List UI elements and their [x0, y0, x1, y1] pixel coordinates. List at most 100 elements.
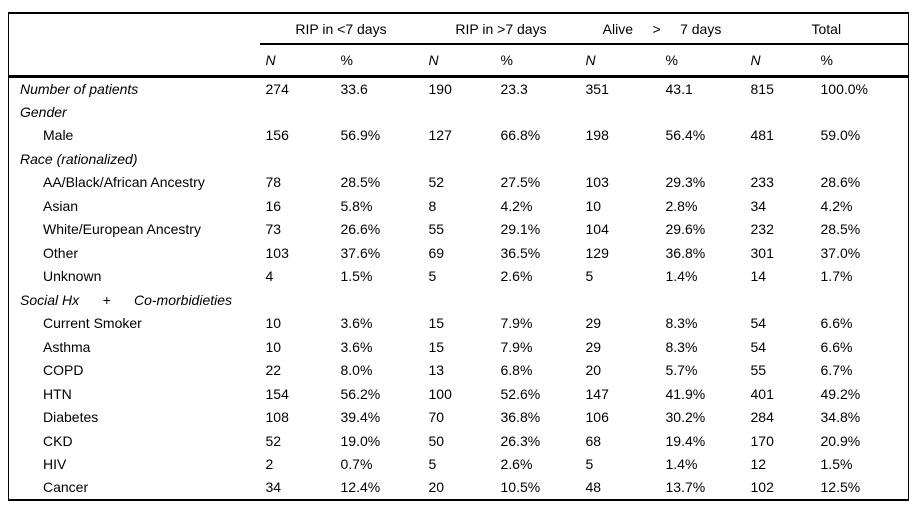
- percent-value-cell: [660, 147, 745, 171]
- table-row: Number of patients 274 33.6 190 23.3 351 43.1 8…: [9, 77, 909, 101]
- n-value-cell: 12: [750, 456, 767, 473]
- percent-value-cell: 29.6%: [665, 221, 706, 238]
- n-value-cell: 190: [428, 81, 452, 97]
- n-value-cell: 104: [585, 221, 609, 238]
- percent-value-cell: 56.4%: [665, 127, 706, 144]
- percent-value-cell: 36.8%: [500, 409, 541, 426]
- n-value-cell: 22: [265, 362, 282, 379]
- n-value-cell: 5: [428, 268, 437, 285]
- n-value-cell: 10: [585, 197, 602, 214]
- percent-value-cell: 8.3%: [665, 315, 698, 332]
- patient-characteristics-table: RIP in <7 days RIP in >7 days Alive > 7 da…: [8, 12, 910, 501]
- column-group-header: Total: [744, 13, 909, 45]
- percent-value-cell: 28.6%: [820, 174, 861, 191]
- percent-value-cell: 5.8%: [340, 197, 373, 214]
- row-label: Other: [43, 244, 79, 261]
- n-value-cell: 14: [750, 268, 767, 285]
- percent-value-cell: 4.2%: [820, 197, 853, 214]
- row-label: HIV: [43, 456, 67, 473]
- n-value-cell: 481: [750, 127, 774, 144]
- table-row: COPD 22 8.0% 13 6.8% 20 5.7% 55 6.7%: [9, 359, 909, 383]
- n-value-cell: 232: [750, 221, 774, 238]
- percent-value-cell: 1.5%: [340, 268, 373, 285]
- n-value-cell: [260, 147, 335, 171]
- table-row: Unknown 4 1.5% 5 2.6% 5 1.4% 14 1.7%: [9, 265, 909, 289]
- n-value-cell: 147: [585, 385, 609, 402]
- percent-value-cell: 6.7%: [820, 362, 853, 379]
- table-row: Asian 16 5.8% 8 4.2% 10 2.8% 34 4.2%: [9, 194, 909, 218]
- n-value-cell: 68: [585, 432, 602, 449]
- percent-value-cell: 39.4%: [340, 409, 381, 426]
- n-value-cell: 54: [750, 315, 767, 332]
- n-value-cell: 78: [265, 174, 282, 191]
- percent-value-cell: 49.2%: [820, 385, 861, 402]
- percent-value-cell: 12.4%: [340, 479, 381, 496]
- row-label: Current Smoker: [43, 315, 142, 332]
- n-value-cell: 103: [265, 244, 289, 261]
- percent-value-cell: 29.1%: [500, 221, 541, 238]
- percent-value-cell: 34.8%: [820, 409, 861, 426]
- n-value-cell: 15: [428, 338, 445, 355]
- n-value-cell: 2: [265, 456, 274, 473]
- n-value-cell: 52: [428, 174, 445, 191]
- n-value-cell: [423, 100, 495, 124]
- percent-value-cell: 19.0%: [340, 432, 381, 449]
- percent-value-cell: [495, 288, 580, 312]
- n-value-cell: 154: [265, 385, 289, 402]
- percent-value-cell: 43.1: [665, 81, 693, 97]
- percent-value-cell: 1.4%: [665, 456, 698, 473]
- percent-value-cell: 3.6%: [340, 315, 373, 332]
- n-value-cell: 129: [585, 244, 609, 261]
- n-value-cell: 127: [428, 127, 452, 144]
- n-value-cell: [423, 147, 495, 171]
- n-value-cell: [745, 100, 815, 124]
- sub-corner-cell: [8, 44, 260, 78]
- n-value-cell: 103: [585, 174, 609, 191]
- percent-value-cell: 5.7%: [665, 362, 698, 379]
- n-value-cell: 48: [585, 479, 602, 496]
- n-value-cell: 55: [750, 362, 767, 379]
- percent-column-header: %: [659, 44, 745, 78]
- n-value-cell: 16: [265, 197, 282, 214]
- percent-value-cell: 4.2%: [500, 197, 533, 214]
- percent-value-cell: 10.5%: [500, 479, 541, 496]
- percent-value-cell: 100.0%: [820, 81, 868, 97]
- n-value-cell: [580, 288, 660, 312]
- table-row: Asthma 10 3.6% 15 7.9% 29 8.3% 54 6.6%: [9, 335, 909, 359]
- percent-value-cell: [660, 288, 745, 312]
- percent-value-cell: 41.9%: [665, 385, 706, 402]
- column-group-header: Alive > 7 days: [579, 13, 745, 45]
- table-container: RIP in <7 days RIP in >7 days Alive > 7 da…: [8, 12, 910, 501]
- percent-value-cell: [815, 288, 909, 312]
- row-label: HTN: [43, 385, 72, 402]
- corner-cell: [9, 13, 260, 44]
- n-value-cell: 20: [585, 362, 602, 379]
- percent-value-cell: [815, 100, 909, 124]
- n-column-header: N: [422, 44, 495, 78]
- percent-value-cell: [335, 288, 423, 312]
- n-value-cell: 106: [585, 409, 609, 426]
- n-column-header: N: [259, 44, 335, 78]
- n-column-header: N: [579, 44, 660, 78]
- table-row: Cancer 34 12.4% 20 10.5% 48 13.7% 102 12.5%: [9, 476, 909, 500]
- percent-value-cell: 8.3%: [665, 338, 698, 355]
- percent-value-cell: 23.3: [500, 81, 528, 97]
- n-value-cell: 156: [265, 127, 289, 144]
- percent-value-cell: 6.8%: [500, 362, 533, 379]
- n-value-cell: 100: [428, 385, 452, 402]
- percent-value-cell: 28.5%: [820, 221, 861, 238]
- n-column-header: N: [744, 44, 815, 78]
- table-row: Diabetes 108 39.4% 70 36.8% 106 30.2% 284 34.8%: [9, 406, 909, 430]
- n-value-cell: 102: [750, 479, 774, 496]
- n-value-cell: 170: [750, 432, 774, 449]
- table-row: AA/Black/African Ancestry 78 28.5% 52 27.5% 1…: [9, 171, 909, 195]
- percent-value-cell: 26.6%: [340, 221, 381, 238]
- row-label: Male: [43, 127, 74, 144]
- percent-value-cell: 30.2%: [665, 409, 706, 426]
- percent-value-cell: 36.8%: [665, 244, 706, 261]
- percent-value-cell: [495, 147, 580, 171]
- percent-value-cell: 29.3%: [665, 174, 706, 191]
- row-label: CKD: [43, 432, 73, 449]
- percent-value-cell: 37.0%: [820, 244, 861, 261]
- percent-value-cell: 52.6%: [500, 385, 541, 402]
